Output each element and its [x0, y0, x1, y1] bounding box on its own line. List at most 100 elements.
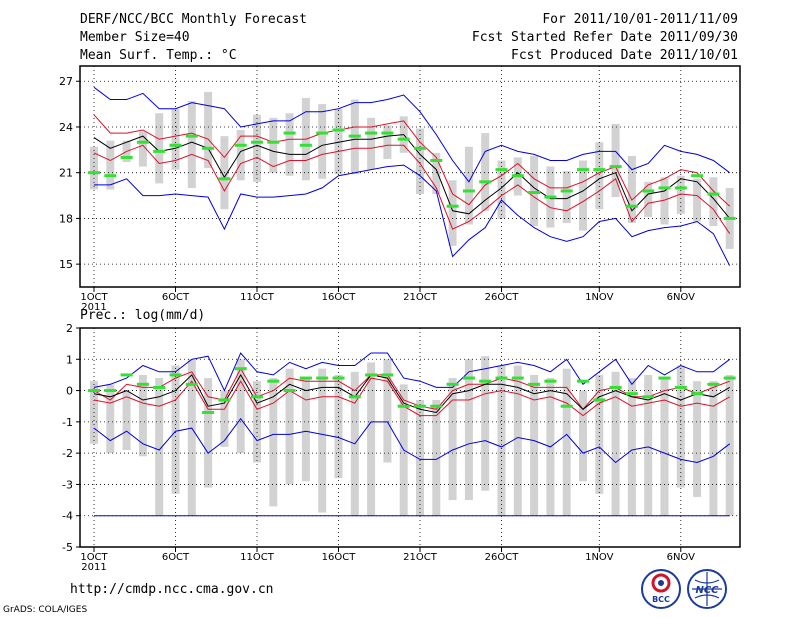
temp-xtick-label: 11OCT: [240, 292, 275, 303]
prec-obs-marker: [462, 376, 475, 380]
prec-obs-marker: [560, 404, 573, 408]
temp-spread-box: [611, 123, 620, 198]
prec-obs-marker: [234, 367, 247, 371]
temp-spread-box: [318, 104, 327, 179]
temp-year-label: 2011: [81, 302, 106, 313]
temp-obs-marker: [299, 143, 312, 147]
temp-obs-marker: [577, 168, 589, 172]
prec-obs-marker: [577, 379, 589, 383]
temp-obs-marker: [495, 168, 508, 172]
prec-xtick-label: 16OCT: [322, 552, 357, 563]
temp-lower-line: [93, 144, 731, 234]
prec-obs-marker: [267, 379, 280, 383]
prec-spread-box: [334, 374, 343, 479]
prec-ytick-label: -3: [62, 478, 73, 491]
prec-mean-line: [93, 373, 730, 414]
prec-obs-marker: [348, 395, 361, 399]
temp-ytick-label: 21: [59, 167, 73, 180]
temp-obs-marker: [446, 204, 459, 208]
temp-spread-box: [579, 160, 587, 231]
temp-spread-box: [432, 152, 441, 195]
prec-spread-box: [138, 374, 147, 457]
prec-lower-line: [93, 377, 730, 417]
start-date-label: Fcst Started Refer Date 2011/09/30: [471, 30, 738, 45]
prec-spread-box: [725, 374, 734, 516]
temp-spread-box: [644, 181, 653, 217]
prec-xtick-label: 6NOV: [667, 552, 696, 563]
temp-obs-marker: [544, 195, 557, 199]
prec-obs-marker: [528, 382, 541, 386]
prec-xtick-label: 26OCT: [485, 552, 520, 563]
temp-obs-marker: [267, 140, 280, 144]
prec-max-line: [93, 352, 731, 392]
temp-obs-marker: [185, 134, 198, 138]
prec-ytick-label: -1: [62, 416, 73, 429]
ncc-logo: NCC: [687, 569, 727, 609]
prec-obs-marker: [202, 410, 215, 414]
prec-spread-box: [676, 365, 685, 488]
temp-obs-marker: [365, 131, 378, 135]
prec-obs-marker: [381, 373, 394, 377]
temp-obs-marker: [430, 158, 443, 162]
prec-spread-box: [204, 378, 213, 488]
website-link[interactable]: http://cmdp.ncc.cma.gov.cn: [70, 582, 274, 597]
prec-obs-marker: [218, 398, 231, 402]
temp-spread-box: [187, 101, 196, 188]
prec-obs-marker: [414, 404, 426, 408]
temp-obs-marker: [153, 149, 166, 153]
prec-spread-box: [627, 378, 636, 516]
prec-spread-box: [448, 378, 457, 501]
prec-spread-box: [432, 399, 441, 516]
temp-ytick-label: 18: [59, 212, 73, 225]
prec-obs-marker: [479, 379, 492, 383]
prec-obs-marker: [707, 382, 720, 386]
temp-obs-marker: [462, 189, 475, 193]
temp-obs-marker: [234, 143, 247, 147]
prec-obs-marker: [185, 382, 198, 386]
prec-obs-marker: [136, 382, 149, 386]
prec-ytick-label: -4: [62, 510, 73, 523]
prec-obs-marker: [430, 404, 443, 408]
temp-obs-marker: [169, 143, 182, 147]
temp-spread-box: [595, 142, 604, 210]
temp-spread-box: [383, 125, 392, 159]
prec-xtick-label: 6OCT: [162, 552, 190, 563]
temp-ytick-label: 27: [59, 75, 73, 88]
temp-spread-box: [253, 114, 261, 182]
temp-spread-box: [693, 178, 702, 222]
temp-spread-box: [530, 155, 539, 227]
prec-ytick-label: 1: [66, 353, 73, 366]
temp-spread-box: [416, 128, 424, 195]
prec-spread-box: [383, 359, 392, 463]
prec-spread-box: [709, 381, 718, 516]
temp-spread-box: [285, 113, 294, 176]
temp-spread-box: [334, 108, 343, 175]
prec-spread-box: [579, 390, 587, 482]
temp-obs-marker: [511, 174, 524, 178]
prec-obs-marker: [511, 376, 524, 380]
prec-obs-marker: [642, 395, 655, 399]
temp-obs-marker: [528, 191, 541, 195]
prec-xtick-label: 1OCT: [80, 552, 108, 563]
temp-spread-box: [481, 133, 490, 211]
prec-obs-marker: [332, 376, 345, 380]
chart-title: DERF/NCC/BCC Monthly Forecast: [80, 12, 307, 27]
prec-spread-box: [187, 359, 196, 516]
prec-obs-marker: [251, 395, 263, 399]
prec-obs-marker: [446, 382, 459, 386]
temp-spread-box: [464, 146, 473, 225]
temp-obs-marker: [251, 140, 263, 144]
prec-obs-marker: [625, 392, 638, 396]
temp-spread-box: [90, 146, 98, 190]
temp-obs-marker: [381, 131, 394, 135]
prec-obs-marker: [544, 379, 557, 383]
prec-obs-marker: [495, 376, 508, 380]
svg-text:NCC: NCC: [695, 585, 719, 596]
grads-credit: GrADS: COLA/IGES: [3, 605, 88, 615]
precip-panel-title: Prec.: log(mm/d): [80, 308, 206, 323]
temp-obs-marker: [625, 204, 638, 208]
temp-spread-box: [497, 160, 506, 219]
prec-spread-box: [416, 399, 424, 516]
prec-obs-marker: [104, 389, 117, 393]
prec-obs-marker: [593, 398, 606, 402]
